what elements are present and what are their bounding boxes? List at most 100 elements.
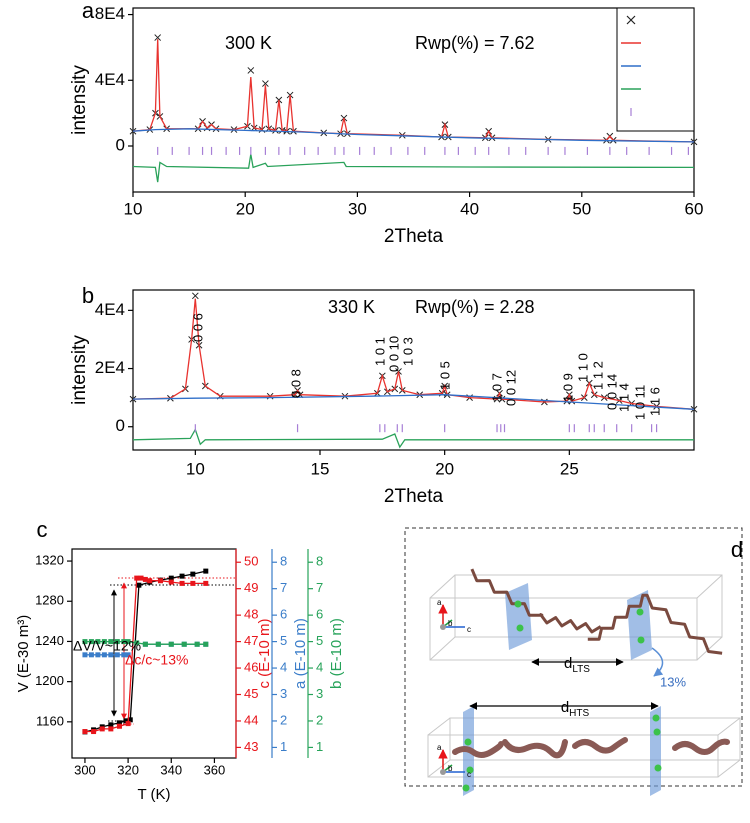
point-marker <box>101 639 107 645</box>
point-marker <box>136 582 142 588</box>
peak-label: 0 0 12 <box>503 370 518 406</box>
point-marker <box>108 639 114 645</box>
peak-label: 1 0 9 <box>560 373 575 402</box>
molecule <box>470 568 602 634</box>
symbol: d <box>561 699 569 716</box>
y-axis-title: intensity <box>69 335 90 405</box>
y-tick-label: 1240 <box>35 633 64 648</box>
y-tick-label: 1 <box>280 739 287 754</box>
y-tick-label: 1 <box>316 739 323 754</box>
y-tick-label: 1320 <box>35 552 64 567</box>
x-tick-label: 30 <box>348 199 367 218</box>
legend-symbol <box>626 15 636 25</box>
point-marker <box>142 576 148 582</box>
y-tick-label: 44 <box>244 712 258 727</box>
y-axis-title: intensity <box>69 65 90 135</box>
y-tick-label: 3 <box>316 686 323 701</box>
point-marker <box>155 641 161 647</box>
point-marker <box>108 652 114 658</box>
axis-letter: b <box>448 764 453 773</box>
y-tick-label: 48 <box>244 607 258 622</box>
point-marker <box>108 726 114 732</box>
legend-box <box>616 7 695 132</box>
point-marker <box>91 729 97 735</box>
point-marker <box>179 573 185 579</box>
point-marker <box>203 568 209 574</box>
peak-label: 1 1 2 <box>590 361 605 390</box>
annotation: ΔV/V~12% <box>73 638 141 654</box>
point-marker <box>168 579 174 585</box>
point-marker <box>181 641 187 647</box>
x-tick-label: 10 <box>124 199 143 218</box>
point-marker <box>203 641 209 647</box>
series <box>132 39 695 143</box>
x-tick-label: 320 <box>117 762 139 777</box>
axis-letter: c <box>467 770 471 779</box>
point-marker <box>108 722 114 728</box>
y-tick-label: 8 <box>316 554 323 569</box>
ratio-label: 13% <box>660 674 686 689</box>
point-marker <box>125 639 131 645</box>
y-tick-label: 6 <box>316 607 323 622</box>
point-marker <box>138 575 144 581</box>
point-marker <box>95 652 101 658</box>
peak-label: 1 0 1 <box>372 337 387 366</box>
y-axis-title: b (E-10 m) <box>328 618 345 689</box>
plot-frame <box>132 7 695 193</box>
y-tick-label: 4E4 <box>95 70 125 89</box>
point-marker <box>127 717 133 723</box>
axis-letter: c <box>467 625 471 634</box>
annotation: Rwp(%) = 7.62 <box>415 33 535 53</box>
symbol: d <box>564 655 572 672</box>
series <box>82 639 209 647</box>
series-line <box>132 394 695 410</box>
y-tick-label: 0 <box>116 416 125 435</box>
point-marker <box>114 652 120 658</box>
obs-marker <box>262 80 269 87</box>
panel-d: d dLTS dHTS 13% a b c a b c <box>404 527 743 796</box>
point-marker <box>168 575 174 581</box>
peak-label: 1 0 11 <box>632 385 647 420</box>
peak-label: 1 0 3 <box>400 337 415 366</box>
plot-frame <box>132 289 695 451</box>
point-marker <box>82 729 88 735</box>
point-marker <box>147 578 153 584</box>
y-tick-label: 3 <box>280 686 287 701</box>
point-marker <box>101 652 107 658</box>
series <box>132 394 695 410</box>
x-tick-label: 20 <box>435 459 454 478</box>
point-marker <box>125 652 131 658</box>
x-tick-label: 25 <box>560 459 579 478</box>
d-lts-label: dLTS <box>564 655 590 675</box>
y-tick-label: 50 <box>244 554 258 569</box>
axis-letter: b <box>448 619 453 628</box>
x-tick-label: 340 <box>160 762 182 777</box>
y-tick-label: 5 <box>316 633 323 648</box>
point-marker <box>88 652 94 658</box>
point-marker <box>116 723 122 729</box>
y-tick-label: 1160 <box>36 713 64 728</box>
series <box>157 146 689 155</box>
peak-label: 1 1 4 <box>616 383 631 412</box>
x-tick-label: 15 <box>311 459 330 478</box>
obs-marker <box>247 67 255 74</box>
point-marker <box>121 639 127 645</box>
point-marker <box>190 571 196 577</box>
x-tick-label: 60 <box>685 199 704 218</box>
peak-label: 0 0 8 <box>288 369 303 398</box>
point-marker <box>203 580 209 586</box>
point-marker <box>142 641 148 647</box>
y-tick-label: 47 <box>244 633 258 648</box>
x-tick-label: 10 <box>186 459 205 478</box>
axis-letter: a <box>437 743 442 752</box>
y-tick-label: 8 <box>280 554 287 569</box>
y-tick-label: 4 <box>316 659 323 674</box>
y-tick-label: 2E4 <box>95 358 125 377</box>
point-marker <box>168 641 174 647</box>
y-tick-label: 4 <box>280 659 287 674</box>
y-axis-title: a (E-10 m) <box>292 618 309 689</box>
x-tick-label: 20 <box>236 199 255 218</box>
peak-label: 1 1 6 <box>647 387 662 416</box>
point-marker <box>82 652 88 658</box>
